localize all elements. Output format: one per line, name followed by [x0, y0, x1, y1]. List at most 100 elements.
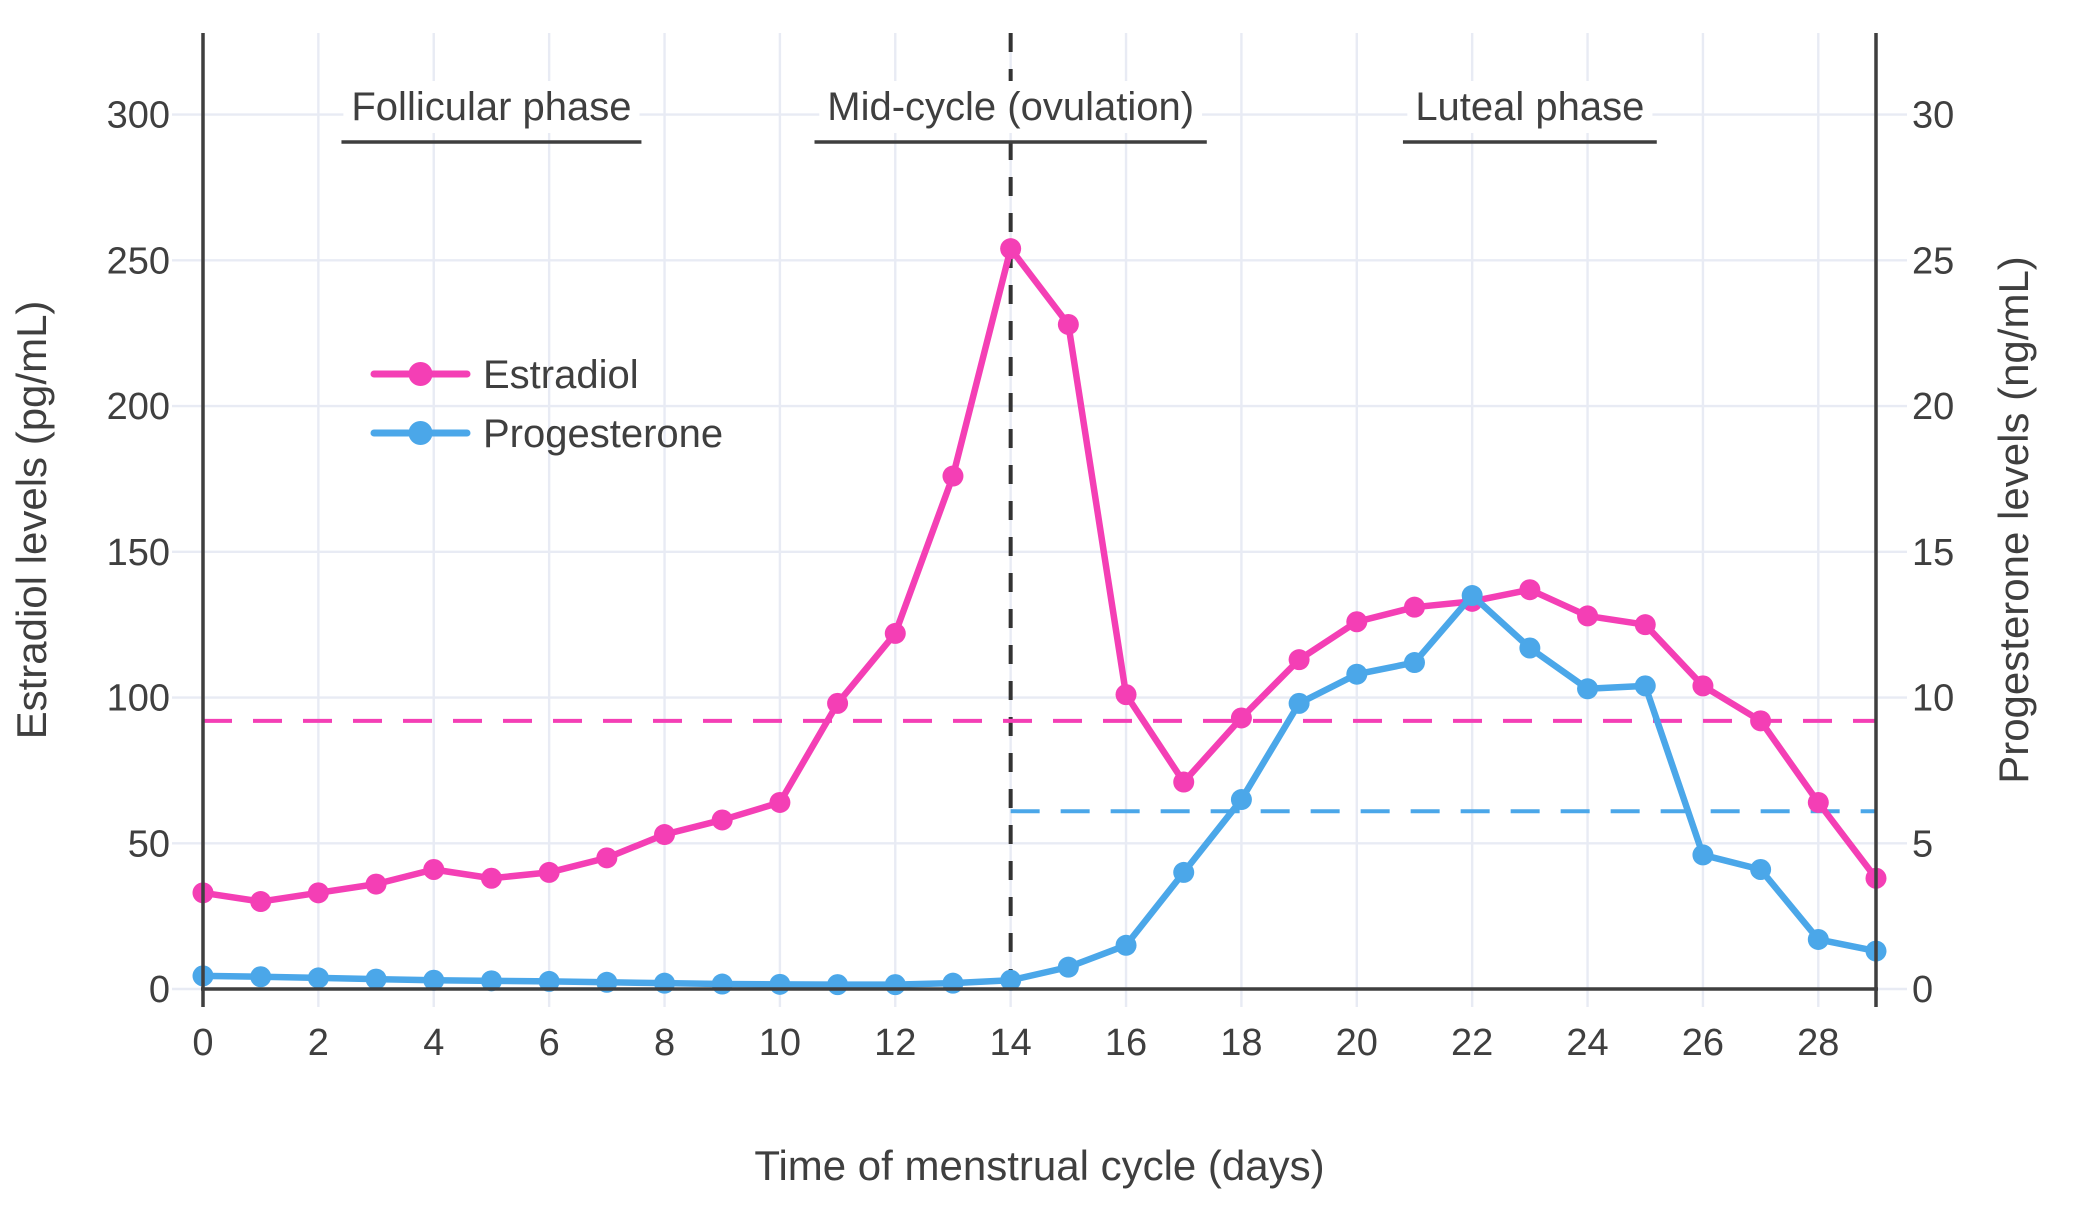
estradiol-marker — [654, 824, 676, 846]
reference-lines — [203, 33, 1876, 989]
estradiol-marker — [1577, 605, 1599, 627]
phase-label-bg — [1407, 81, 1653, 133]
legend-marker — [408, 421, 433, 445]
progesterone-marker — [769, 973, 791, 995]
estradiol-marker — [1115, 684, 1137, 706]
phase-label-bg — [343, 81, 640, 133]
estradiol-marker — [1288, 649, 1310, 671]
progesterone-marker — [827, 974, 849, 996]
progesterone-line — [199, 592, 1880, 988]
y-right-tick-label: 5 — [1912, 823, 1933, 865]
y-right-tick-label: 0 — [1912, 969, 1933, 1011]
estradiol-marker — [1000, 238, 1022, 260]
x-tick-label: 28 — [1797, 1022, 1839, 1064]
x-tick-label: 26 — [1682, 1022, 1724, 1064]
estradiol-marker — [307, 882, 329, 904]
estradiol-marker — [1230, 707, 1252, 729]
x-tick-label: 10 — [759, 1022, 801, 1064]
estradiol-marker — [596, 847, 618, 869]
estradiol-marker — [827, 692, 849, 714]
progesterone-marker — [538, 970, 560, 992]
axes — [201, 33, 1878, 1007]
estradiol-marker — [1519, 579, 1541, 601]
progesterone-marker — [1807, 928, 1829, 950]
progesterone-marker — [365, 968, 387, 990]
progesterone-marker — [1057, 956, 1079, 978]
progesterone-marker — [1634, 675, 1656, 697]
y-right-tick-label: 30 — [1912, 95, 1954, 137]
x-tick-label: 2 — [308, 1022, 329, 1064]
phase-label: Follicular phase — [351, 85, 631, 129]
phase-label: Mid-cycle (ovulation) — [827, 85, 1194, 129]
progesterone-marker — [307, 967, 329, 989]
progesterone-marker — [1230, 789, 1252, 811]
y-right-tick-label: 15 — [1912, 532, 1954, 574]
y-right-tick-label: 25 — [1912, 240, 1954, 282]
x-tick-label: 14 — [990, 1022, 1032, 1064]
estradiol-line — [199, 245, 1880, 905]
estradiol-marker — [365, 873, 387, 895]
y-left-tick-label: 150 — [107, 532, 170, 574]
progesterone-marker — [480, 970, 502, 992]
x-axis-title: Time of menstrual cycle (days) — [754, 1142, 1324, 1189]
x-tick-label: 18 — [1220, 1022, 1262, 1064]
progesterone-marker — [1115, 934, 1137, 956]
x-tick-label: 24 — [1566, 1022, 1608, 1064]
legend: Estradiol Progesterone — [370, 353, 723, 456]
y-right-tick-label: 10 — [1912, 678, 1954, 720]
x-tick-label: 12 — [874, 1022, 916, 1064]
phase-label-bg — [819, 81, 1203, 133]
x-tick-label: 4 — [423, 1022, 444, 1064]
progesterone-marker — [250, 966, 272, 988]
progesterone-marker — [1461, 585, 1483, 607]
legend-marker — [408, 362, 433, 386]
estradiol-marker — [1692, 675, 1714, 697]
estradiol-marker — [1807, 791, 1829, 813]
progesterone-marker — [1000, 969, 1022, 991]
phase-label: Luteal phase — [1415, 85, 1644, 129]
estradiol-marker — [1403, 596, 1425, 618]
x-tick-label: 8 — [654, 1022, 675, 1064]
estradiol-marker — [480, 867, 502, 889]
estradiol-marker — [1173, 771, 1195, 793]
progesterone-marker — [1577, 678, 1599, 700]
estradiol-marker — [250, 891, 272, 913]
y-left-tick-label: 0 — [149, 969, 170, 1011]
estradiol-marker — [1634, 614, 1656, 636]
progesterone-marker — [1288, 692, 1310, 714]
legend-item-estradiol[interactable]: Estradiol — [370, 353, 639, 397]
estradiol-marker — [711, 809, 733, 831]
x-tick-label: 20 — [1336, 1022, 1378, 1064]
progesterone-marker — [1692, 844, 1714, 866]
progesterone-marker — [1519, 637, 1541, 659]
x-tick-label: 6 — [539, 1022, 560, 1064]
progesterone-marker — [884, 974, 906, 996]
legend-label: Progesterone — [483, 412, 723, 456]
estradiol-marker — [1346, 611, 1368, 633]
estradiol-marker — [538, 861, 560, 883]
y-left-axis-title: Estradiol levels (pg/mL) — [8, 301, 55, 740]
legend-label: Estradiol — [483, 353, 639, 397]
y-left-tick-label: 300 — [107, 95, 170, 137]
y-left-tick-label: 50 — [128, 823, 170, 865]
phase-annotations: Follicular phase Mid-cycle (ovulation) Lut… — [341, 81, 1657, 144]
x-tick-label: 22 — [1451, 1022, 1493, 1064]
y-right-axis-title: Progesterone levels (ng/mL) — [1990, 256, 2037, 784]
y-right-tick-label: 20 — [1912, 386, 1954, 428]
progesterone-marker — [1750, 859, 1772, 880]
estradiol-marker — [942, 465, 964, 487]
estradiol-marker — [769, 791, 791, 813]
x-tick-label: 16 — [1105, 1022, 1147, 1064]
progesterone-marker — [423, 969, 445, 991]
y-left-tick-label: 100 — [107, 678, 170, 720]
progesterone-marker — [711, 973, 733, 995]
estradiol-marker — [423, 859, 445, 880]
progesterone-marker — [1173, 861, 1195, 883]
progesterone-marker — [1403, 652, 1425, 674]
data-series — [192, 238, 1887, 996]
legend-item-progesterone[interactable]: Progesterone — [370, 412, 723, 456]
estradiol-marker — [1057, 313, 1079, 335]
